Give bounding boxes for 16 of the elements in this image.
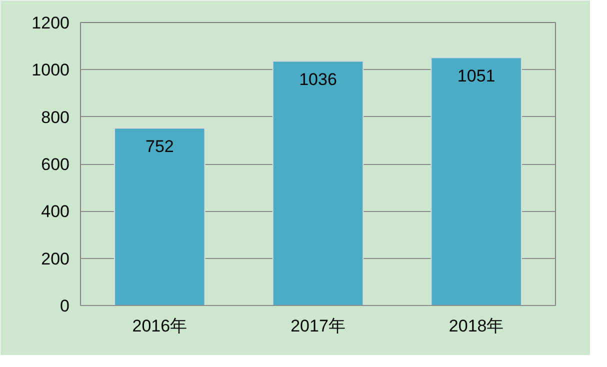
bar: [114, 128, 206, 306]
x-tick-label: 2018年: [448, 316, 504, 336]
data-label: 1036: [299, 70, 337, 90]
y-tick-label: 400: [41, 202, 70, 222]
bar: [272, 60, 364, 306]
x-tick-label: 2017年: [290, 316, 346, 336]
y-tick-label: 0: [60, 296, 70, 316]
y-tick-label: 200: [41, 249, 70, 268]
x-tick-label: 2016年: [132, 316, 188, 336]
y-tick-label: 600: [41, 155, 70, 174]
data-label: 1051: [457, 66, 496, 86]
y-tick-label: 800: [41, 108, 70, 127]
data-label: 752: [145, 137, 174, 156]
bar: [430, 57, 522, 306]
y-tick-label: 1200: [32, 14, 70, 32]
y-tick-label: 1000: [32, 60, 70, 80]
